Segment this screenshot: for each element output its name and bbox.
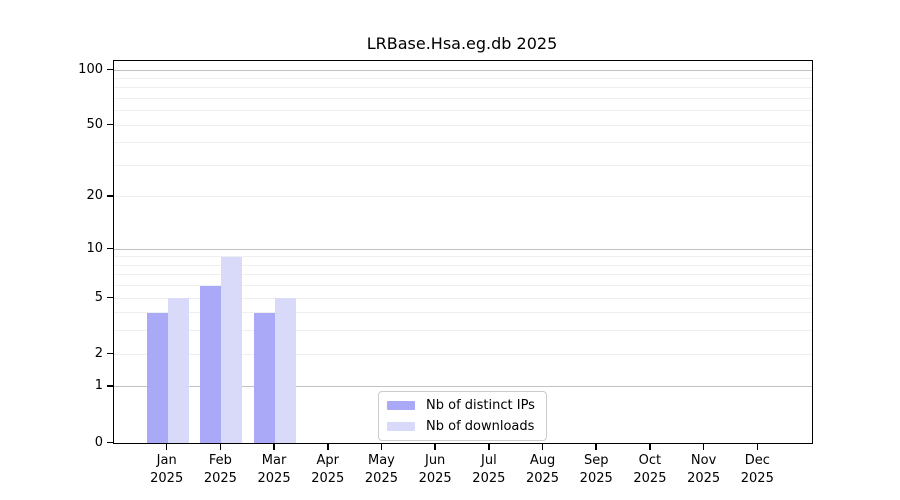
x-axis-tick [595, 443, 597, 450]
gridline-decade [114, 248, 812, 250]
x-axis-tick-label: Apr 2025 [311, 453, 345, 486]
gridline-minor [114, 77, 812, 79]
gridline-minor [114, 110, 812, 112]
legend-label-distinct-ips: Nb of distinct IPs [426, 398, 535, 413]
y-axis-tick-label: 20 [86, 188, 103, 204]
x-axis-tick [541, 443, 544, 450]
y-axis-tick [107, 385, 113, 387]
gridline-minor [114, 98, 812, 100]
bar-distinct-ips-jan [146, 312, 168, 443]
plot-area: Nb of distinct IPs Nb of downloads [113, 60, 813, 444]
x-axis-tick [219, 443, 222, 450]
chart-title: LRBase.Hsa.eg.db 2025 [366, 34, 558, 53]
gridline-minor [114, 264, 812, 266]
legend: Nb of distinct IPs Nb of downloads [378, 391, 547, 441]
gridline-decade [114, 386, 812, 388]
x-axis-tick-label: Dec 2025 [740, 453, 774, 486]
x-axis-tick-label: Sep 2025 [579, 453, 613, 486]
gridline-minor [114, 353, 812, 355]
y-axis-tick-label: 100 [78, 61, 103, 77]
x-axis-tick [488, 443, 490, 450]
gridline-minor [114, 124, 812, 126]
gridline-minor [114, 297, 812, 299]
y-axis-tick [107, 195, 113, 197]
gridline-minor [114, 256, 812, 258]
gridline-minor [114, 87, 812, 89]
gridline-minor [114, 330, 812, 332]
x-axis-tick [756, 443, 759, 450]
x-axis-tick-label: Oct 2025 [633, 453, 667, 486]
x-axis-tick-label: Jul 2025 [472, 453, 506, 486]
x-axis-tick [702, 443, 705, 450]
legend-item-distinct-ips: Nb of distinct IPs [387, 397, 535, 414]
x-axis-tick-label: Aug 2025 [525, 453, 560, 486]
y-axis-tick [107, 247, 113, 250]
gridline-minor [114, 285, 812, 287]
x-axis-tick-label: Jun 2025 [418, 453, 452, 486]
y-axis-tick-label: 2 [94, 345, 103, 361]
y-axis-tick [107, 296, 113, 299]
x-axis-tick-label: Jan 2025 [150, 453, 184, 486]
y-axis-tick-label: 10 [86, 240, 103, 256]
x-axis-tick-label: May 2025 [364, 453, 398, 486]
gridline-minor [114, 165, 812, 166]
y-axis-tick [107, 123, 113, 126]
x-axis-tick [434, 443, 436, 450]
bar-distinct-ips-feb [200, 285, 222, 443]
x-axis-tick-label: Mar 2025 [257, 453, 291, 486]
x-axis-tick-label: Nov 2025 [687, 453, 721, 486]
gridline-minor [114, 274, 812, 276]
y-axis-tick-label: 50 [86, 116, 103, 132]
y-axis-tick-label: 5 [94, 289, 103, 305]
x-axis-tick [649, 443, 651, 450]
legend-label-downloads: Nb of downloads [426, 419, 535, 434]
x-axis-tick [273, 443, 275, 450]
gridline-decade [114, 69, 812, 71]
legend-swatch-downloads [387, 422, 415, 431]
x-axis-tick [165, 443, 168, 450]
x-axis-tick [327, 443, 329, 450]
y-axis-tick-label: 0 [94, 434, 103, 450]
y-axis-tick [107, 352, 113, 355]
y-axis-tick [107, 68, 113, 71]
gridline-minor [114, 312, 812, 314]
gridline-minor [114, 142, 812, 144]
bar-distinct-ips-mar [254, 312, 276, 443]
legend-item-downloads: Nb of downloads [387, 418, 535, 435]
bar-downloads-feb [221, 256, 243, 443]
bar-downloads-jan [167, 298, 189, 443]
x-axis-tick-label: Feb 2025 [203, 453, 237, 486]
x-axis-tick [380, 443, 383, 450]
y-axis-tick [107, 441, 113, 443]
legend-swatch-distinct-ips [387, 401, 415, 410]
bar-downloads-mar [275, 298, 297, 443]
gridline-minor [114, 196, 812, 198]
y-axis-tick-label: 1 [94, 378, 103, 394]
